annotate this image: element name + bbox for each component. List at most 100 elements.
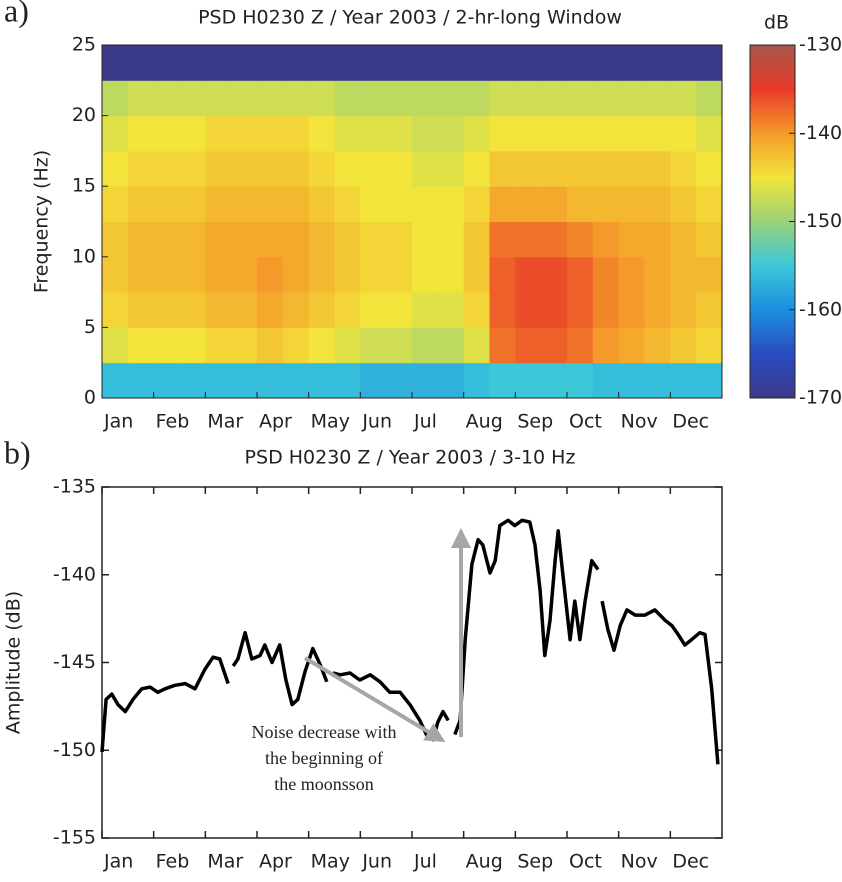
heatmap-cell bbox=[308, 292, 335, 328]
heatmap-cell bbox=[541, 45, 568, 81]
heatmap-cell bbox=[592, 45, 620, 81]
heatmap-cell bbox=[489, 150, 516, 187]
x-tick-label: Nov bbox=[621, 411, 658, 433]
heatmap-cell bbox=[334, 256, 361, 293]
heatmap-cell bbox=[334, 186, 361, 222]
heatmap-cell bbox=[153, 362, 180, 399]
heatmap-cell bbox=[412, 362, 439, 399]
heatmap-cell bbox=[515, 221, 542, 258]
heatmap-cell bbox=[282, 327, 310, 364]
heatmap-cell bbox=[437, 150, 465, 187]
x-tick-label: Jun bbox=[361, 851, 392, 873]
heatmap-cell bbox=[127, 115, 155, 152]
heatmap-cell bbox=[231, 327, 258, 364]
heatmap-cell bbox=[153, 292, 180, 328]
heatmap-cell bbox=[205, 186, 232, 222]
heatmap-cell bbox=[515, 362, 542, 399]
heatmap-cell bbox=[618, 292, 645, 328]
heatmap-cell bbox=[205, 292, 232, 328]
heatmap-cell bbox=[231, 256, 258, 293]
heatmap-cell bbox=[102, 327, 129, 364]
heatmap-cell bbox=[618, 115, 645, 152]
y-tick-label: 20 bbox=[72, 104, 96, 126]
heatmap-cell bbox=[231, 362, 258, 399]
heatmap-cell bbox=[567, 327, 594, 364]
heatmap-cell bbox=[179, 221, 206, 258]
x-tick-label: Jan bbox=[103, 411, 133, 433]
heatmap-cell bbox=[541, 150, 568, 187]
heatmap-cell bbox=[102, 80, 129, 117]
heatmap-cell bbox=[618, 327, 645, 364]
heatmap-cell bbox=[463, 327, 490, 364]
heatmap-cell bbox=[282, 80, 310, 117]
heatmap-cell bbox=[463, 45, 490, 81]
x-tick-label: Mar bbox=[207, 411, 243, 433]
chart-title: PSD H0230 Z / Year 2003 / 2-hr-long Wind… bbox=[198, 7, 622, 29]
heatmap-cell bbox=[179, 292, 206, 328]
heatmap-cell bbox=[257, 221, 284, 258]
heatmap-cell bbox=[437, 327, 465, 364]
colorbar-tick-label: -160 bbox=[799, 298, 842, 320]
heatmap-cell bbox=[567, 292, 594, 328]
heatmap-cell bbox=[412, 150, 439, 187]
heatmap-cell bbox=[489, 221, 516, 258]
heatmap-cell bbox=[257, 292, 284, 328]
heatmap-cell bbox=[463, 150, 490, 187]
heatmap-cell bbox=[437, 221, 465, 258]
plot-frame bbox=[101, 486, 723, 839]
heatmap-cell bbox=[437, 362, 465, 399]
heatmap-cell bbox=[282, 45, 310, 81]
x-tick-label: Oct bbox=[569, 411, 602, 433]
heatmap-cell bbox=[308, 186, 335, 222]
heatmap-cell bbox=[205, 150, 232, 187]
heatmap-cell bbox=[282, 362, 310, 399]
heatmap-cell bbox=[567, 150, 594, 187]
heatmap-cell bbox=[437, 80, 465, 117]
heatmap-cell bbox=[696, 45, 723, 81]
heatmap-cell bbox=[102, 362, 129, 399]
x-tick-label: Feb bbox=[156, 411, 190, 433]
heatmap-cell bbox=[102, 256, 129, 293]
heatmap-cell bbox=[386, 80, 413, 117]
heatmap-cell bbox=[179, 150, 206, 187]
heatmap-cell bbox=[179, 327, 206, 364]
heatmap-cell bbox=[567, 362, 594, 399]
heatmap-cell bbox=[102, 221, 129, 258]
heatmap-cell bbox=[567, 186, 594, 222]
heatmap-cell bbox=[567, 45, 594, 81]
heatmap-cell bbox=[308, 221, 335, 258]
heatmap-cell bbox=[334, 80, 361, 117]
heatmap-cell bbox=[360, 186, 387, 222]
heatmap-cell bbox=[386, 362, 413, 399]
heatmap-cell bbox=[644, 292, 671, 328]
heatmap-cell bbox=[360, 80, 387, 117]
heatmap-cell bbox=[670, 292, 697, 328]
x-tick-label: Mar bbox=[207, 851, 243, 873]
heatmap-cell bbox=[644, 45, 671, 81]
heatmap-cell bbox=[541, 115, 568, 152]
heatmap-cell bbox=[153, 186, 180, 222]
heatmap-cell bbox=[644, 115, 671, 152]
heatmap-cell bbox=[412, 186, 439, 222]
heatmap-cell bbox=[386, 221, 413, 258]
heatmap-cell bbox=[386, 186, 413, 222]
heatmap-cell bbox=[696, 186, 723, 222]
heatmap-cell bbox=[515, 45, 542, 81]
heatmap-cell bbox=[463, 292, 490, 328]
heatmap-cell bbox=[360, 292, 387, 328]
y-tick-label: -150 bbox=[53, 739, 96, 761]
heatmap-cell bbox=[541, 80, 568, 117]
heatmap-cell bbox=[127, 186, 155, 222]
heatmap-cell bbox=[489, 45, 516, 81]
heatmap-cell bbox=[515, 327, 542, 364]
heatmap-cell bbox=[153, 45, 180, 81]
y-tick-label: -140 bbox=[53, 563, 96, 585]
heatmap-cell bbox=[592, 150, 620, 187]
heatmap-cell bbox=[412, 327, 439, 364]
heatmap-cell bbox=[618, 186, 645, 222]
heatmap-cell bbox=[592, 327, 620, 364]
x-tick-label: Sep bbox=[517, 411, 553, 433]
annotation-arrow bbox=[303, 656, 446, 743]
heatmap-cell bbox=[153, 80, 180, 117]
chart-title: PSD H0230 Z / Year 2003 / 3-10 Hz bbox=[245, 447, 576, 469]
